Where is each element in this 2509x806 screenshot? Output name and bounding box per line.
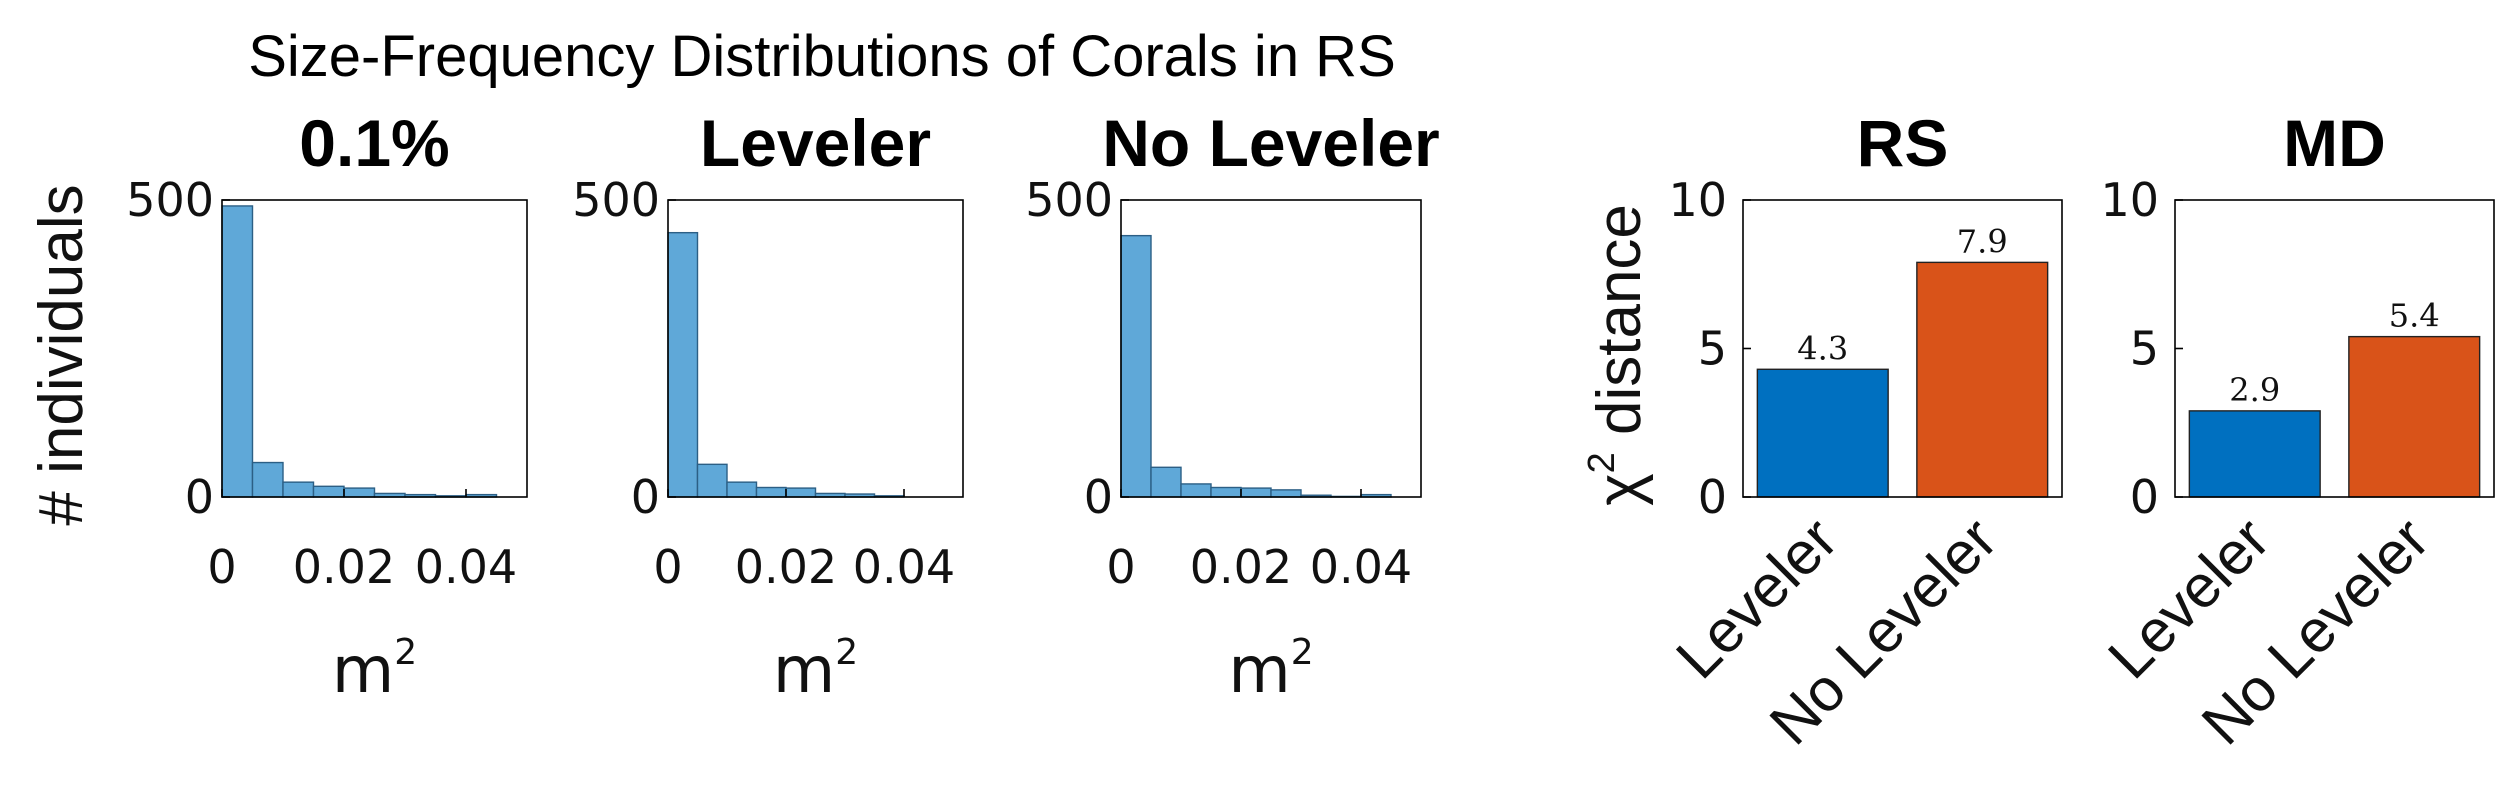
data-label: 2.9 bbox=[2229, 371, 2280, 409]
figure-title: Size-Frequency Distributions of Corals i… bbox=[248, 24, 1396, 89]
histogram-panel-1: 0.1% 0 500 0 0.02 0.04 m2 bbox=[126, 106, 528, 708]
panel-title: Leveler bbox=[700, 106, 931, 180]
bar-no-leveler bbox=[2348, 335, 2481, 498]
x-tick-label: 0 bbox=[207, 540, 236, 594]
histogram-bar bbox=[1150, 466, 1182, 498]
data-label: 7.9 bbox=[1957, 222, 2008, 260]
y-tick-label: 500 bbox=[1025, 173, 1113, 227]
panel-title: RS bbox=[1857, 106, 1949, 180]
bar-leveler bbox=[2188, 410, 2321, 498]
histogram-bar bbox=[282, 481, 315, 498]
y-tick-label: 0 bbox=[2130, 470, 2159, 524]
data-label: 5.4 bbox=[2389, 297, 2440, 335]
plot-frame bbox=[1120, 199, 1422, 498]
x-axis-label-superscript: 2 bbox=[835, 632, 858, 673]
data-label: 4.3 bbox=[1797, 329, 1848, 367]
x-tick-label: 0.02 bbox=[1190, 540, 1292, 594]
plot-frame bbox=[667, 199, 964, 498]
histogram-bar bbox=[251, 461, 284, 498]
x-axis-label-unit: m bbox=[773, 634, 835, 708]
x-axis-label: m2 bbox=[332, 632, 417, 708]
bar-y-axis-label-rest: distance bbox=[1585, 204, 1654, 452]
histogram-bar bbox=[1240, 487, 1272, 498]
bar-y-axis-label-chi: χ bbox=[1585, 473, 1654, 506]
x-tick-label: 0 bbox=[653, 540, 682, 594]
x-tick-label: 0 bbox=[1106, 540, 1135, 594]
x-tick-label: 0.04 bbox=[853, 540, 955, 594]
x-axis-label: m2 bbox=[1228, 632, 1313, 708]
y-tick-label: 5 bbox=[1698, 322, 1727, 376]
y-tick-label: 10 bbox=[2100, 173, 2159, 227]
histogram-panel-2: Leveler 0 500 0 0.02 0.04 m2 bbox=[572, 106, 964, 708]
panel-title: 0.1% bbox=[299, 106, 449, 180]
x-axis-label-unit: m bbox=[332, 634, 394, 708]
histogram-bar bbox=[312, 485, 345, 498]
y-tick-label: 500 bbox=[572, 173, 660, 227]
histogram-bar bbox=[696, 463, 728, 498]
x-axis-label-unit: m bbox=[1228, 634, 1290, 708]
x-tick-label: 0.04 bbox=[415, 540, 517, 594]
plot-frame bbox=[221, 199, 528, 498]
y-tick-label: 500 bbox=[126, 173, 214, 227]
histogram-bar bbox=[1270, 489, 1302, 498]
x-tick-label: 0.04 bbox=[1310, 540, 1412, 594]
bar-y-axis-label: χ2 distance bbox=[1581, 204, 1654, 506]
y-tick-label: 0 bbox=[185, 470, 214, 524]
bar-y-axis-label-superscript: 2 bbox=[1581, 452, 1623, 473]
bar-leveler bbox=[1756, 368, 1889, 498]
histogram-y-axis-label: # individuals bbox=[27, 184, 96, 525]
y-tick-label: 5 bbox=[2130, 322, 2159, 376]
histogram-bar bbox=[221, 205, 254, 498]
x-axis-label-superscript: 2 bbox=[394, 632, 417, 673]
x-axis-label: m2 bbox=[773, 632, 858, 708]
y-tick-label: 0 bbox=[631, 470, 660, 524]
y-tick-label: 0 bbox=[1084, 470, 1113, 524]
bar-no-leveler bbox=[1916, 261, 2049, 498]
histogram-bar bbox=[785, 487, 817, 498]
x-tick-label: 0.02 bbox=[735, 540, 837, 594]
histogram-bar bbox=[726, 481, 758, 498]
histogram-bar bbox=[1180, 483, 1212, 498]
x-axis-label-superscript: 2 bbox=[1291, 632, 1314, 673]
histogram-bar bbox=[755, 486, 787, 498]
histogram-bar bbox=[343, 487, 376, 498]
histogram-bar bbox=[1120, 234, 1152, 498]
y-tick-label: 0 bbox=[1698, 470, 1727, 524]
histogram-panel-3: No Leveler 0 500 0 0.02 0.04 m2 bbox=[1025, 106, 1440, 708]
histogram-bar bbox=[667, 231, 699, 498]
panel-title: No Leveler bbox=[1102, 106, 1439, 180]
x-tick-label: 0.02 bbox=[293, 540, 395, 594]
histogram-bar bbox=[1210, 486, 1242, 498]
y-tick-label: 10 bbox=[1668, 173, 1727, 227]
panel-title: MD bbox=[2283, 106, 2386, 180]
